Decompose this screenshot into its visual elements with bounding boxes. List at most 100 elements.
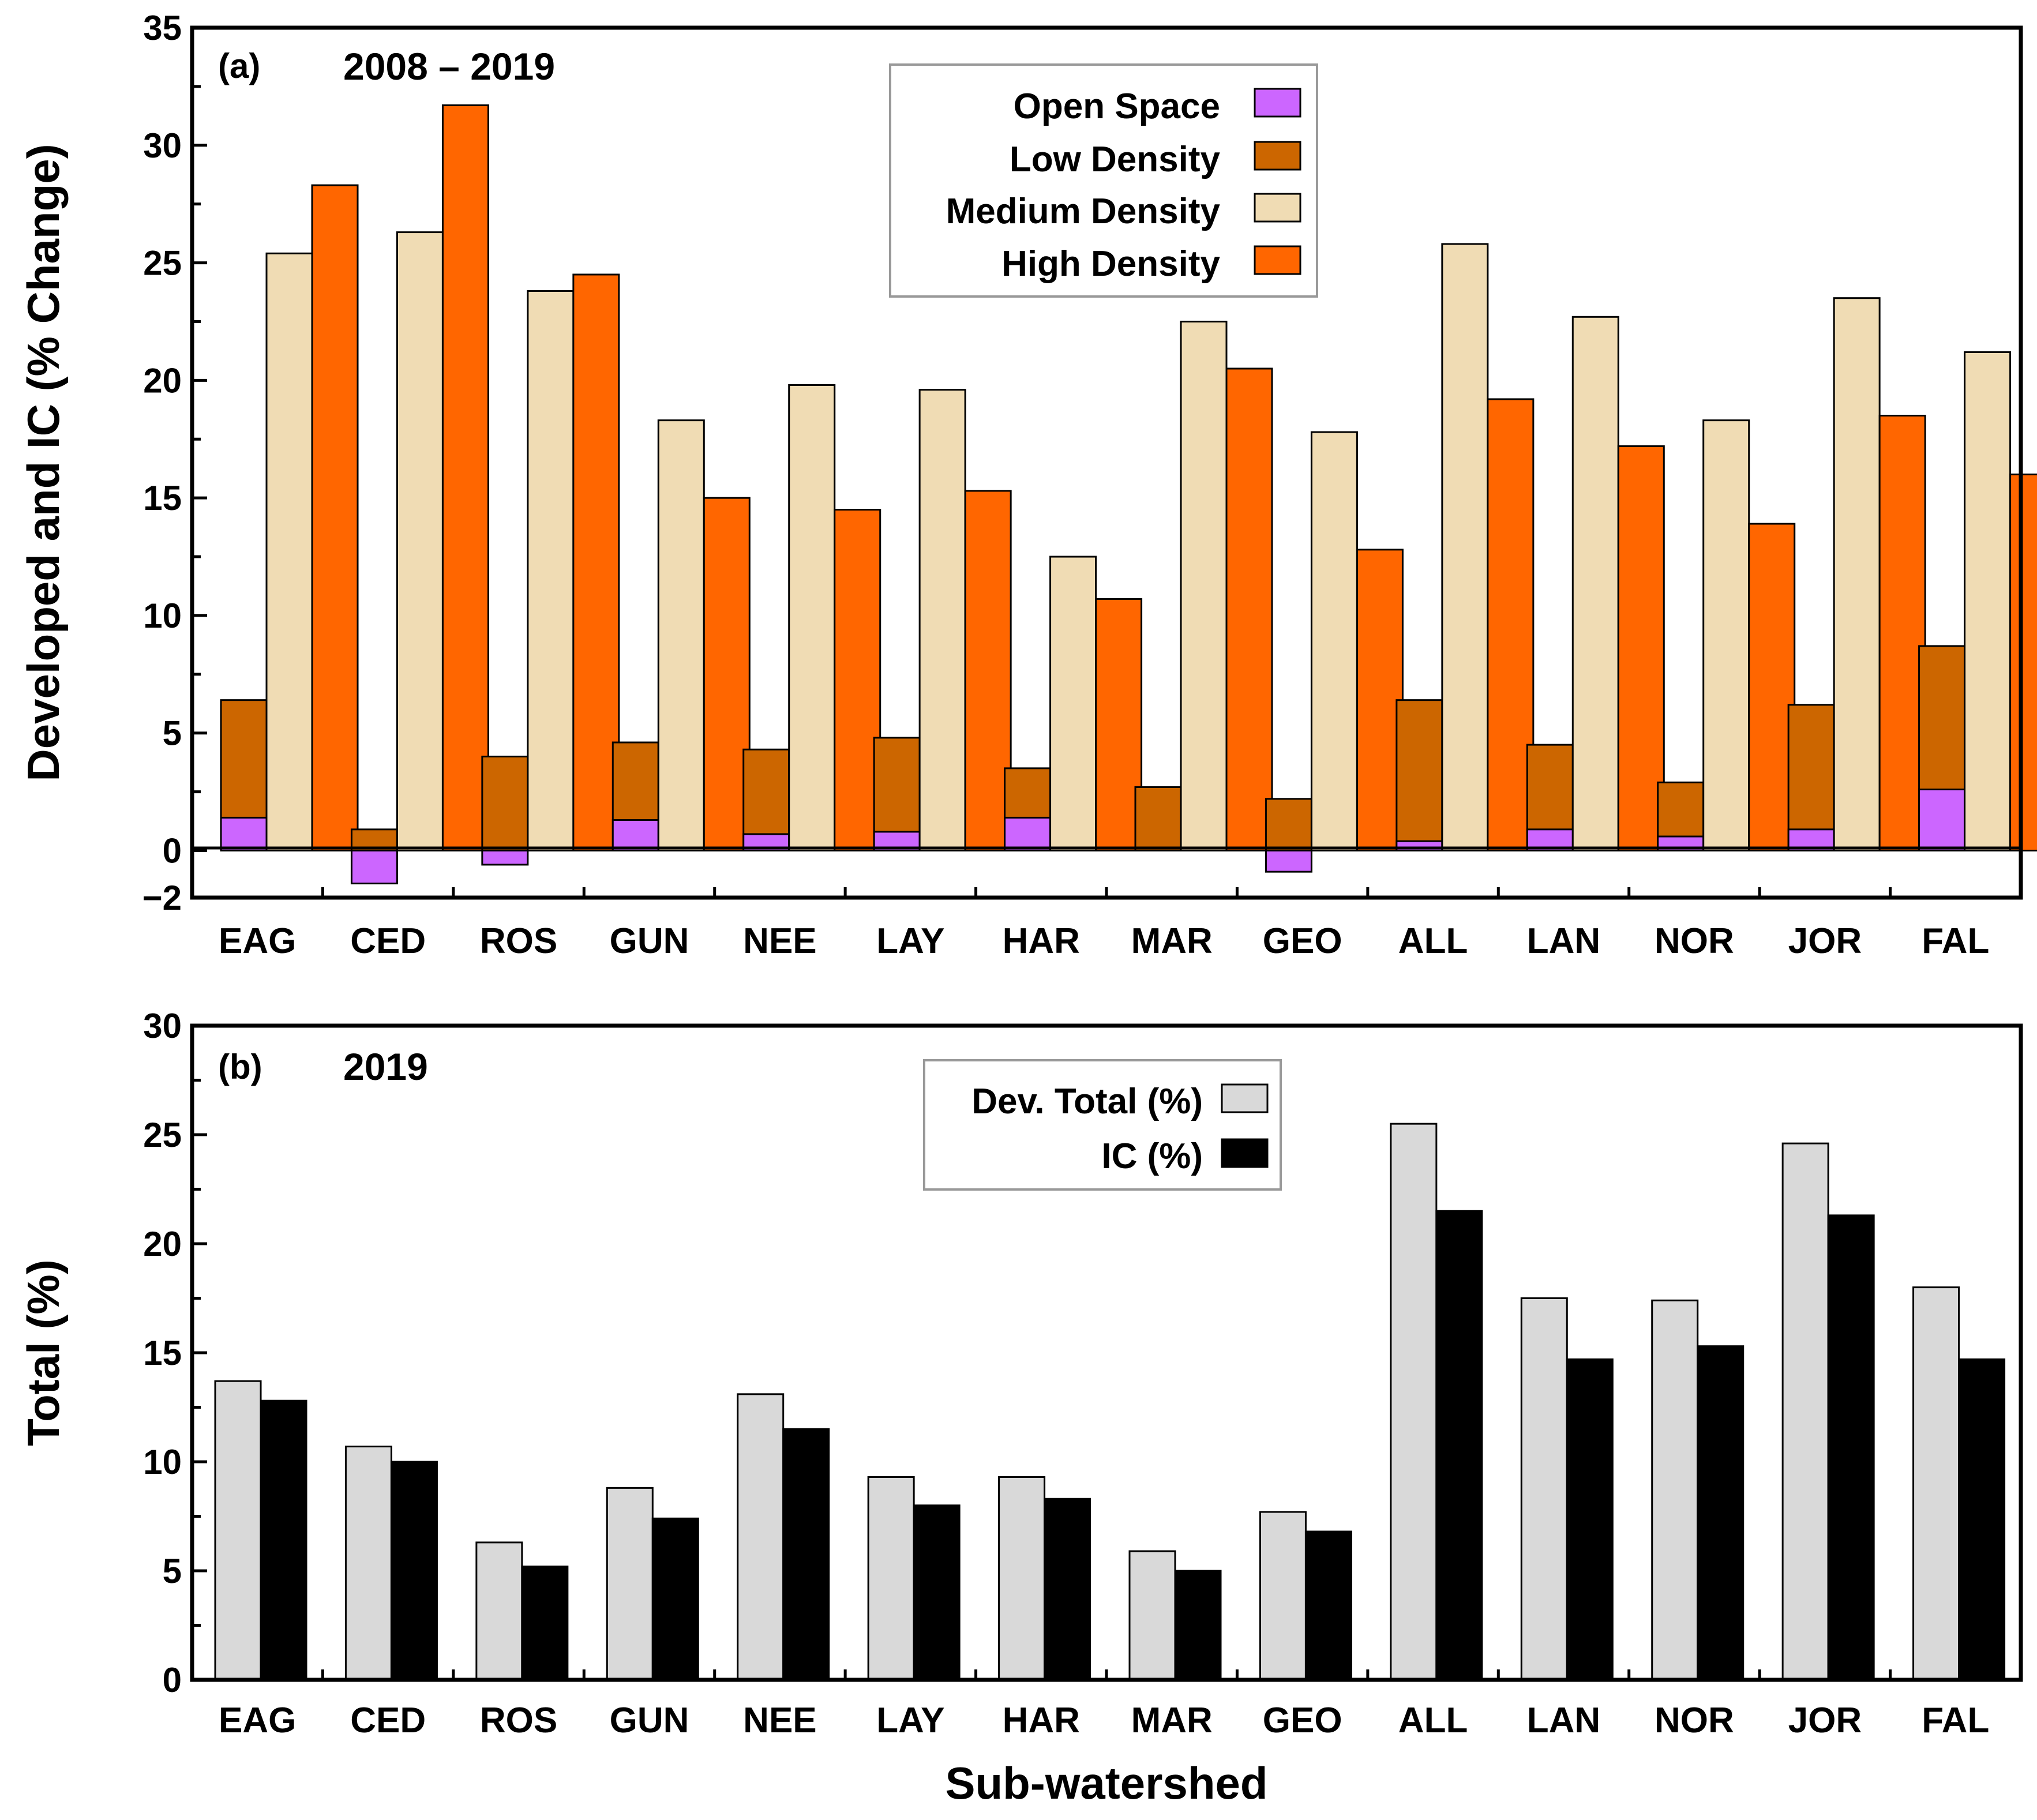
bar-open-space-ros [481, 849, 529, 866]
bar-high-density-ced [441, 104, 489, 851]
bar-ic-nee [782, 1428, 830, 1681]
bar-low-density-mar [1134, 786, 1182, 851]
x-axis-label: Sub-watershed [945, 1758, 1267, 1808]
y-tick-label: 15 [143, 1334, 182, 1372]
bar-open-space-ced [350, 849, 398, 885]
panel-b-y-ticks: 0 5 10 15 20 25 30 [143, 1007, 207, 1699]
bar-open-space-geo [1265, 849, 1312, 873]
panel-a-y-ticks: −2 0 5 10 15 20 25 30 35 [142, 9, 207, 917]
bar-dev-total-lan [1520, 1297, 1568, 1681]
legend-label-dev-total: Dev. Total (%) [971, 1082, 1203, 1121]
legend-label-high-density: High Density [1001, 244, 1220, 284]
y-tick-label: 30 [143, 126, 182, 165]
legend-swatch-open-space [1254, 88, 1301, 118]
x-tick-label: NEE [743, 921, 816, 961]
bar-open-space-gun [612, 819, 659, 851]
bar-high-density-fal [2009, 473, 2037, 851]
x-tick-label: ALL [1398, 1701, 1468, 1740]
bar-medium-density-mar [1180, 320, 1228, 851]
bar-high-density-har [1095, 598, 1143, 851]
panel-a-legend: Open Space Low Density Medium Density High … [889, 63, 1318, 298]
y-tick-label: 5 [163, 714, 182, 753]
bar-dev-total-har [998, 1476, 1046, 1681]
x-tick-label: GEO [1263, 921, 1342, 961]
bar-dev-total-lay [867, 1476, 915, 1681]
x-tick-label: GUN [610, 921, 689, 961]
bar-medium-density-all [1441, 243, 1489, 851]
bar-dev-total-gun [606, 1487, 654, 1681]
panel-b-bars [214, 1123, 2006, 1681]
x-tick-label: GEO [1263, 1701, 1342, 1740]
bar-dev-total-eag [214, 1380, 262, 1681]
bar-open-space-har [1004, 816, 1052, 851]
bar-ic-lan [1566, 1358, 1614, 1681]
x-tick-label: NOR [1655, 921, 1734, 961]
y-tick-label: 5 [163, 1552, 182, 1590]
y-tick-label: 15 [143, 479, 182, 517]
y-tick-label: 10 [143, 596, 182, 635]
panel-b-legend: Dev. Total (%) IC (%) [923, 1059, 1282, 1191]
bar-high-density-geo [1356, 549, 1404, 851]
bar-open-space-fal [1918, 789, 1966, 851]
bar-medium-density-eag [265, 252, 313, 851]
x-tick-label: JOR [1788, 1701, 1862, 1740]
bar-dev-total-ros [475, 1541, 523, 1681]
panel-a-label: (a) [218, 47, 260, 85]
bar-high-density-mar [1225, 367, 1273, 851]
bar-medium-density-fal [1964, 351, 2012, 851]
y-tick-label: 35 [143, 9, 182, 47]
bar-high-density-jor [1878, 414, 1926, 851]
bar-dev-total-nor [1651, 1299, 1699, 1681]
panel-b-legend-box [923, 1059, 1282, 1191]
panel-a: −2 0 5 10 15 20 25 30 35 EAG CED ROS GUN NEE LAY HAR MA… [18, 9, 2037, 961]
bar-dev-total-jor [1781, 1142, 1829, 1681]
legend-label-low-density: Low Density [1010, 140, 1221, 179]
bar-high-density-nee [834, 509, 881, 851]
x-tick-label: LAY [876, 921, 944, 961]
y-tick-label: 10 [143, 1443, 182, 1481]
y-tick-label: 25 [143, 1116, 182, 1154]
bar-ic-nor [1697, 1345, 1745, 1681]
x-tick-label: MAR [1131, 1701, 1213, 1740]
x-tick-label: FAL [1922, 921, 1989, 961]
x-tick-label: CED [350, 921, 426, 961]
bar-medium-density-geo [1310, 431, 1358, 851]
x-tick-label: MAR [1131, 921, 1213, 961]
bar-medium-density-nee [788, 384, 836, 851]
x-tick-label: ROS [480, 921, 557, 961]
bar-high-density-lay [964, 490, 1012, 851]
bar-medium-density-jor [1833, 297, 1881, 851]
bar-ic-all [1435, 1210, 1483, 1681]
x-tick-label: HAR [1003, 1701, 1080, 1740]
bar-high-density-nor [1748, 523, 1796, 851]
panel-b: 0 5 10 15 20 25 30 EAG CED ROS GUN NEE LAY HAR MAR GEO… [18, 1007, 2023, 1808]
bar-high-density-eag [311, 184, 359, 851]
legend-label-medium-density: Medium Density [946, 192, 1221, 231]
bar-low-density-all [1395, 699, 1443, 851]
bar-dev-total-mar [1128, 1550, 1176, 1681]
x-tick-label: LAY [876, 1701, 944, 1740]
bar-medium-density-ced [396, 231, 444, 851]
x-tick-label: NOR [1655, 1701, 1734, 1740]
bar-dev-total-nee [737, 1393, 785, 1681]
bar-dev-total-geo [1259, 1511, 1307, 1681]
bar-open-space-eag [220, 816, 268, 851]
x-tick-label: NEE [743, 1701, 816, 1740]
panel-b-y-axis-label: Total (%) [18, 1259, 69, 1446]
bar-dev-total-ced [344, 1446, 392, 1681]
bar-medium-density-ros [527, 290, 575, 851]
bar-medium-density-nor [1702, 419, 1750, 851]
bar-ic-ros [521, 1565, 569, 1681]
legend-swatch-ic [1221, 1138, 1269, 1168]
legend-label-ic: IC (%) [1101, 1136, 1203, 1176]
bar-medium-density-har [1049, 556, 1097, 851]
panel-b-label: (b) [218, 1048, 262, 1086]
y-tick-label: 0 [163, 1661, 182, 1699]
x-tick-label: LAN [1527, 921, 1600, 961]
panel-a-legend-box [889, 63, 1318, 298]
panel-b-x-tick-labels: EAG CED ROS GUN NEE LAY HAR MAR GEO ALL LAN NOR JOR F… [219, 1669, 1989, 1740]
x-tick-label: EAG [219, 921, 296, 961]
bar-ic-fal [1958, 1358, 2006, 1681]
panel-a-y-axis-label: Developed and IC (% Change) [18, 144, 69, 781]
panel-a-period: 2008 – 2019 [343, 45, 555, 88]
